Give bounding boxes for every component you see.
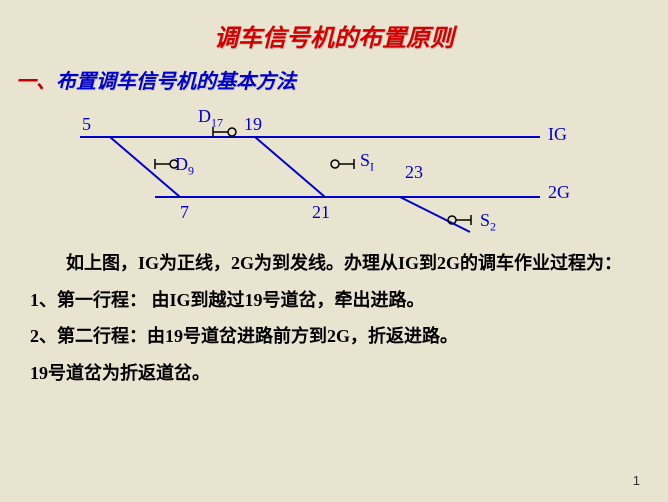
paragraph-1: 1、第一行程： 由IG到越过19号道岔，牵出进路。 [0,279,668,316]
label-s2: S2 [480,210,496,235]
intro-text: 如上图，IG为正线，2G为到发线。办理从IG到2G的调车作业过程为： [0,242,668,279]
label-ig: IG [548,124,567,145]
page-title: 调车信号机的布置原则 [0,0,668,53]
label-d9: D9 [175,154,194,179]
section-header: 一、布置调车信号机的基本方法 [0,53,668,94]
label-d17: D17 [198,106,223,131]
label-23: 23 [405,162,423,183]
paragraph-3: 19号道岔为折返道岔。 [0,352,668,389]
label-5: 5 [82,114,91,135]
section-number: 一、 [16,71,56,93]
track-diagram: D17 D9 SI S2 5 19 7 21 23 IG 2G [0,102,668,242]
label-7: 7 [180,202,189,223]
section-text: 布置调车信号机的基本方法 [56,71,296,93]
label-19: 19 [244,114,262,135]
diagram-svg [0,102,668,242]
page-number: 1 [633,473,640,488]
paragraph-2: 2、第二行程：由19号道岔进路前方到2G，折返进路。 [0,315,668,352]
label-2g: 2G [548,182,570,203]
label-21: 21 [312,202,330,223]
label-s1: SI [360,150,374,175]
